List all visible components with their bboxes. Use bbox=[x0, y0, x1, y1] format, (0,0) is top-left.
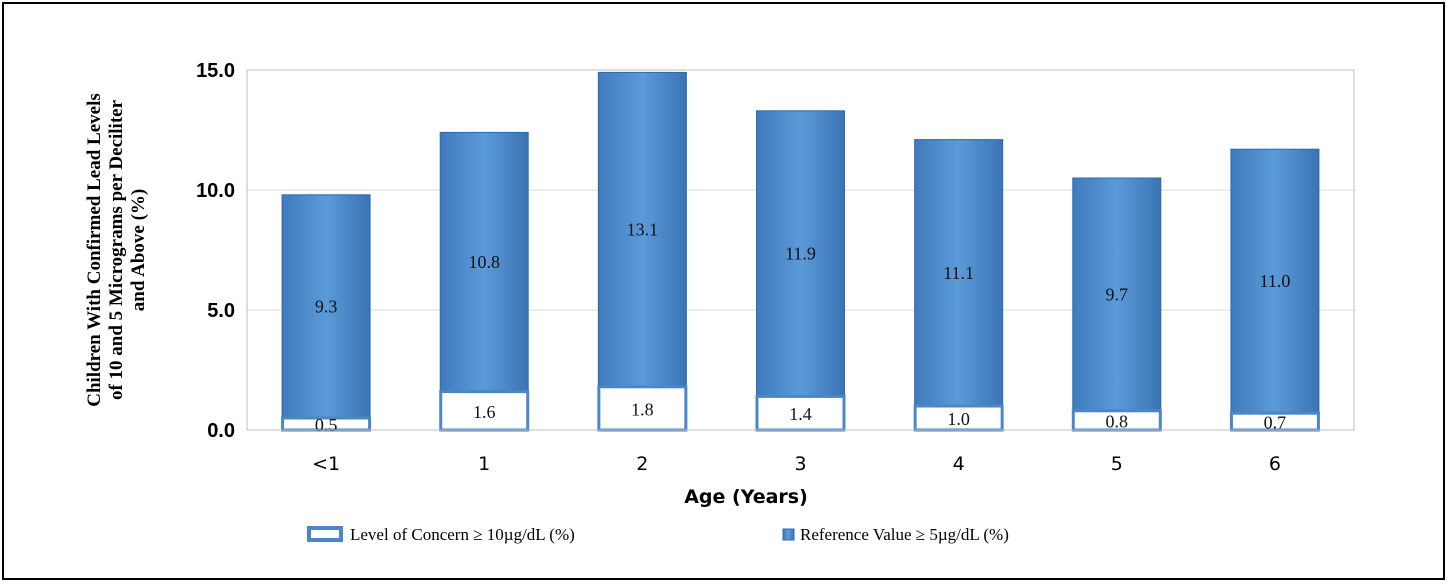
x-tick-label: 5 bbox=[1111, 453, 1123, 475]
data-label-level-of-concern: 1.0 bbox=[947, 409, 970, 429]
data-label-level-of-concern: 0.7 bbox=[1264, 413, 1287, 433]
data-label-level-of-concern: 1.4 bbox=[789, 404, 812, 424]
data-label-reference-value: 10.8 bbox=[468, 252, 500, 272]
data-label-level-of-concern: 0.8 bbox=[1106, 411, 1129, 431]
plot-area-border bbox=[246, 69, 1355, 431]
legend-swatch-level-of-concern bbox=[307, 526, 343, 542]
y-tick-label: 0.0 bbox=[207, 420, 235, 442]
y-axis-title-line-3: and Above (%) bbox=[128, 189, 149, 311]
bar-reference-value bbox=[1072, 177, 1162, 412]
data-label-reference-value: 11.1 bbox=[943, 263, 974, 283]
y-axis-title: Children With Confirmed Lead Levels of 1… bbox=[84, 93, 149, 407]
bar-level-of-concern bbox=[913, 404, 1004, 432]
x-tick-label: 2 bbox=[636, 453, 648, 475]
legend-swatch-reference-value bbox=[782, 528, 795, 541]
x-tick-label: 6 bbox=[1269, 453, 1281, 475]
y-tick-label: 10.0 bbox=[196, 180, 235, 202]
data-label-level-of-concern: 1.6 bbox=[473, 402, 496, 422]
data-label-reference-value: 11.0 bbox=[1260, 271, 1291, 291]
data-label-reference-value: 9.7 bbox=[1106, 284, 1129, 304]
bar-reference-value bbox=[1230, 148, 1320, 414]
x-axis-title: Age (Years) bbox=[684, 486, 808, 508]
bar-level-of-concern bbox=[597, 385, 688, 432]
legend-label-reference-value: Reference Value ≥ 5µg/dL (%) bbox=[800, 525, 1009, 544]
bar-reference-value bbox=[756, 110, 845, 397]
y-tick-label: 5.0 bbox=[207, 300, 235, 322]
y-tick-label: 15.0 bbox=[196, 60, 235, 82]
axes: 0.0 5.0 10.0 15.0 <1 1 2 3 4 5 6 bbox=[196, 60, 1355, 475]
legend-label-level-of-concern: Level of Concern ≥ 10µg/dL (%) bbox=[350, 525, 575, 544]
y-axis-title-line-1: Children With Confirmed Lead Levels bbox=[84, 93, 105, 407]
data-label-reference-value: 9.3 bbox=[315, 296, 338, 316]
bars bbox=[281, 71, 1320, 432]
data-label-reference-value: 11.9 bbox=[785, 244, 816, 264]
bar-reference-value bbox=[597, 71, 687, 388]
x-tick-label: 1 bbox=[478, 453, 490, 475]
bar-level-of-concern bbox=[755, 394, 846, 432]
data-labels: 9.3 0.5 10.8 1.6 13.1 1.8 11.9 1.4 11.1 1.0 9.7 0.8… bbox=[315, 220, 1291, 435]
legend: Level of Concern ≥ 10µg/dL (%) Reference… bbox=[307, 525, 1009, 544]
x-tick-label: 3 bbox=[794, 453, 806, 475]
data-label-reference-value: 13.1 bbox=[627, 220, 659, 240]
bar-reference-value bbox=[281, 194, 371, 419]
x-tick-label: <1 bbox=[312, 453, 340, 475]
data-label-level-of-concern: 0.5 bbox=[315, 415, 338, 435]
data-label-level-of-concern: 1.8 bbox=[631, 399, 654, 419]
x-tick-label: 4 bbox=[953, 453, 965, 475]
bar-reference-value bbox=[439, 131, 529, 393]
y-axis-title-line-2: of 10 and 5 Micrograms per Deciliter bbox=[106, 99, 127, 400]
